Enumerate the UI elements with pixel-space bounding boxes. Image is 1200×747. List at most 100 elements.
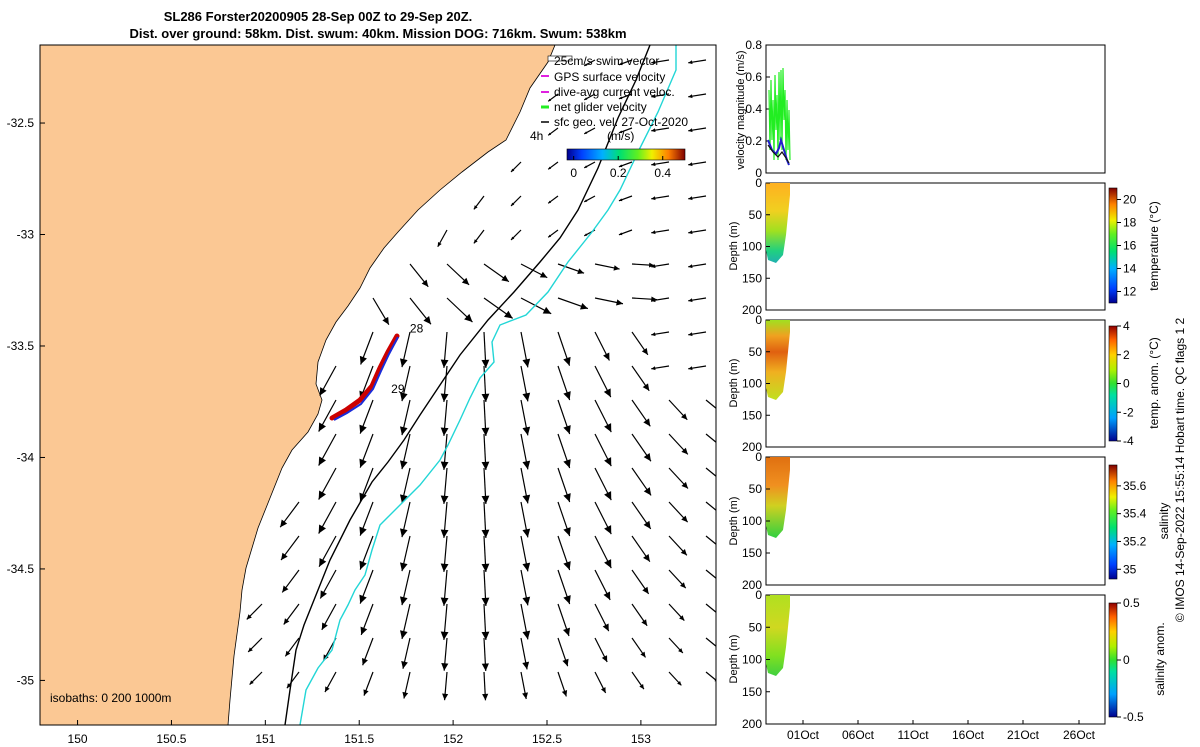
current-vector-head	[246, 614, 252, 620]
current-vector-head	[324, 686, 330, 693]
current-vector-head	[563, 595, 571, 605]
current-vector-head	[399, 392, 408, 402]
current-vector-head	[563, 561, 571, 571]
current-vector-head	[718, 477, 724, 482]
current-vector-head	[641, 619, 648, 626]
temp-anom-cb-tick-label: 4	[1123, 319, 1130, 333]
map-frame	[39, 44, 717, 726]
current-vector-head	[248, 647, 253, 652]
temperature-axes	[765, 182, 1106, 311]
current-vector-head	[688, 332, 693, 337]
current-vector-head	[577, 268, 585, 275]
current-vector-head	[522, 596, 531, 606]
date-tick-label: 01Oct	[787, 728, 820, 742]
map-x-tick-label: 150.5	[156, 732, 186, 746]
velocity-y-tick-label: 0.2	[745, 134, 762, 148]
current-vector-head	[604, 525, 612, 535]
salinity-anom-cb-tick-label: -0.5	[1123, 710, 1144, 724]
current-vector-head	[563, 459, 571, 469]
salinity-anom-x-ticks: 01Oct 06Oct 11Oct 16Oct 21Oct 26Oct	[787, 720, 1096, 742]
map-colorbar-tick-label: 0.2	[610, 166, 627, 180]
current-vector-head	[718, 511, 723, 516]
current-vector-head	[613, 265, 620, 271]
current-vector	[705, 399, 716, 409]
current-vector-head	[681, 481, 688, 489]
current-vector-head	[399, 596, 408, 606]
current-vector-head	[643, 553, 650, 562]
map-legend: 25cm/s swim vector GPS surface velocity …	[530, 54, 688, 180]
current-vector-head	[286, 683, 292, 689]
temperature-section	[766, 183, 790, 263]
date-tick-label: 21Oct	[1007, 728, 1040, 742]
current-vector-head	[542, 306, 552, 314]
current-vector-head	[618, 164, 623, 168]
current-vector-head	[481, 461, 490, 470]
temperature-y-tick-label: 50	[749, 208, 763, 222]
current-vector-head	[401, 661, 408, 669]
map-colorbar-tick-label: 0.4	[654, 166, 671, 180]
current-vector-head	[604, 423, 612, 433]
glider-track-inner	[333, 336, 399, 421]
current-vector-head	[548, 200, 552, 204]
salinity-anom-colorbar-ticks: -0.5 0 0.5	[1117, 596, 1144, 724]
current-vector-head	[618, 198, 623, 202]
current-vector-head	[688, 264, 693, 269]
temperature-colorbar-ticks: 12 14 16 18 20	[1117, 193, 1137, 299]
land-mass	[40, 45, 556, 725]
current-vector-head	[677, 681, 682, 686]
current-vector-head	[651, 60, 656, 65]
salinity-anom-y-tick-label: 200	[742, 717, 762, 731]
salinity-colorbar	[1108, 464, 1118, 580]
salinity-anom-section	[766, 595, 790, 676]
velocity-y-tick-label: 0.4	[745, 102, 762, 116]
map-x-tick-label: 151.5	[344, 732, 374, 746]
temp-anom-axes	[765, 319, 1106, 448]
current-vector-head	[359, 355, 367, 365]
vector-field	[246, 59, 724, 701]
salinity-y-tick-label: 100	[742, 514, 762, 528]
current-vector-head	[318, 456, 326, 466]
map-y-tick-label: -32.5	[7, 116, 35, 130]
title-line-2: Dist. over ground: 58km. Dist. swum: 40k…	[129, 26, 626, 41]
current-vector-head	[643, 487, 652, 496]
temp-anom-y-tick-label: 100	[742, 377, 762, 391]
current-vector-head	[440, 393, 449, 402]
legend-swim-vector-swatch	[547, 55, 573, 62]
salinity-colorbar-label: salinity	[1157, 503, 1171, 540]
salinity-y-tick-label: 150	[742, 546, 762, 560]
current-vector-head	[688, 162, 693, 167]
current-vector-head	[651, 196, 656, 201]
current-vector-head	[680, 549, 687, 556]
current-vector-head	[382, 316, 389, 325]
current-vector-head	[461, 277, 470, 285]
temperature-ylabel: Depth (m)	[728, 222, 740, 271]
current-vector-head	[688, 366, 693, 371]
current-vector-head	[522, 494, 531, 504]
temp-anom-panel: 0 50 100 150 200 Depth (m) -4 -2 0 2 4 temp. ano…	[728, 313, 1161, 454]
current-vector-head	[464, 313, 473, 323]
current-vector-head	[511, 236, 515, 240]
velocity-net-trace	[768, 67, 791, 161]
map-y-tick-label: -35	[17, 673, 35, 687]
salinity-axes	[765, 456, 1106, 586]
current-vector-head	[285, 650, 291, 657]
current-vector-head	[522, 692, 528, 700]
temperature-panel: 0 50 100 150 200 Depth (m) 12 14 16 18 20 temper…	[728, 176, 1161, 317]
current-vector-head	[399, 562, 408, 572]
current-vector-head	[481, 495, 490, 504]
temperature-y-tick-label: 150	[742, 271, 762, 285]
date-tick-label: 26Oct	[1063, 728, 1096, 742]
current-vector-head	[584, 233, 588, 236]
current-vector-head	[283, 618, 290, 625]
salinity-anom-y-tick-label: 150	[742, 685, 762, 699]
current-vector-head	[563, 527, 571, 537]
current-vector-head	[281, 552, 288, 561]
current-vector-head	[618, 130, 623, 134]
current-vector-head	[718, 545, 723, 550]
current-vector-head	[548, 166, 552, 170]
current-vector-head	[522, 630, 531, 640]
temperature-cb-tick-label: 20	[1123, 193, 1137, 207]
temperature-cb-tick-label: 12	[1123, 285, 1137, 299]
map-y-ticks: -32.5 -33 -33.5 -34 -34.5 -35	[7, 116, 45, 687]
